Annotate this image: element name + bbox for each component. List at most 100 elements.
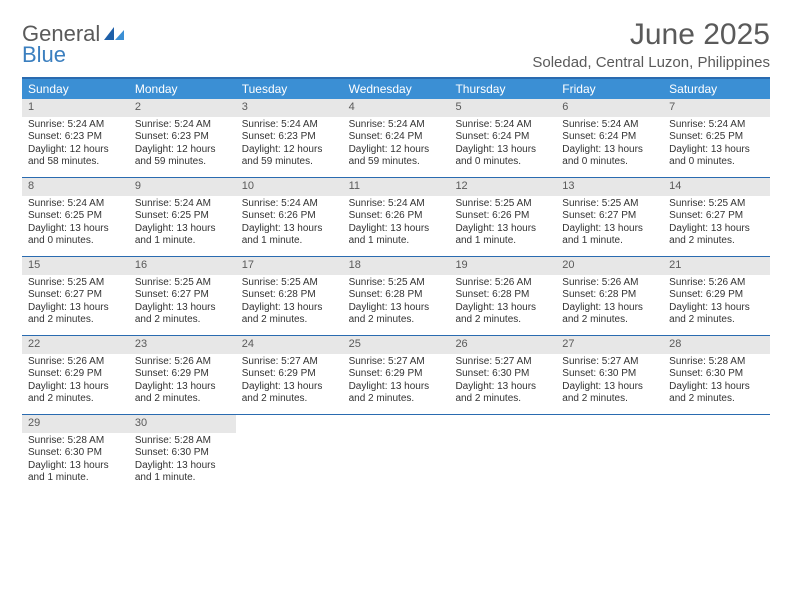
daylight-text: and 2 minutes.	[135, 314, 230, 327]
day-number: 25	[343, 336, 450, 354]
sunset-text: Sunset: 6:27 PM	[669, 210, 764, 223]
daylight-text: Daylight: 13 hours	[669, 223, 764, 236]
daylight-text: and 1 minute.	[242, 235, 337, 248]
day-number: 30	[129, 415, 236, 433]
daylight-text: and 0 minutes.	[562, 156, 657, 169]
sunrise-text: Sunrise: 5:24 AM	[349, 198, 444, 211]
day-number: 12	[449, 178, 556, 196]
calendar-day: 13Sunrise: 5:25 AMSunset: 6:27 PMDayligh…	[556, 178, 663, 256]
sunrise-text: Sunrise: 5:25 AM	[349, 277, 444, 290]
calendar-week: 22Sunrise: 5:26 AMSunset: 6:29 PMDayligh…	[22, 336, 770, 415]
calendar-day: 8Sunrise: 5:24 AMSunset: 6:25 PMDaylight…	[22, 178, 129, 256]
calendar-day: 4Sunrise: 5:24 AMSunset: 6:24 PMDaylight…	[343, 99, 450, 177]
daylight-text: Daylight: 13 hours	[455, 144, 550, 157]
calendar-day: 12Sunrise: 5:25 AMSunset: 6:26 PMDayligh…	[449, 178, 556, 256]
sunset-text: Sunset: 6:27 PM	[28, 289, 123, 302]
weekday-friday: Friday	[556, 79, 663, 99]
daylight-text: Daylight: 13 hours	[28, 302, 123, 315]
sunrise-text: Sunrise: 5:24 AM	[28, 198, 123, 211]
sunrise-text: Sunrise: 5:24 AM	[135, 198, 230, 211]
day-number: 2	[129, 99, 236, 117]
sunset-text: Sunset: 6:27 PM	[562, 210, 657, 223]
sunrise-text: Sunrise: 5:24 AM	[669, 119, 764, 132]
daylight-text: Daylight: 13 hours	[135, 381, 230, 394]
daylight-text: and 58 minutes.	[28, 156, 123, 169]
day-number: 11	[343, 178, 450, 196]
calendar-day: 21Sunrise: 5:26 AMSunset: 6:29 PMDayligh…	[663, 257, 770, 335]
calendar-day: 20Sunrise: 5:26 AMSunset: 6:28 PMDayligh…	[556, 257, 663, 335]
calendar-week: 8Sunrise: 5:24 AMSunset: 6:25 PMDaylight…	[22, 178, 770, 257]
day-number: 1	[22, 99, 129, 117]
sunset-text: Sunset: 6:23 PM	[135, 131, 230, 144]
weekday-sunday: Sunday	[22, 79, 129, 99]
weekday-wednesday: Wednesday	[343, 79, 450, 99]
logo-text-blue: Blue	[22, 45, 126, 66]
calendar-day: 9Sunrise: 5:24 AMSunset: 6:25 PMDaylight…	[129, 178, 236, 256]
daylight-text: and 1 minute.	[135, 472, 230, 485]
calendar-week: 29Sunrise: 5:28 AMSunset: 6:30 PMDayligh…	[22, 415, 770, 493]
calendar-day: 16Sunrise: 5:25 AMSunset: 6:27 PMDayligh…	[129, 257, 236, 335]
day-number: 9	[129, 178, 236, 196]
sunset-text: Sunset: 6:25 PM	[28, 210, 123, 223]
daylight-text: Daylight: 13 hours	[349, 381, 444, 394]
sunset-text: Sunset: 6:30 PM	[455, 368, 550, 381]
sunset-text: Sunset: 6:29 PM	[28, 368, 123, 381]
calendar-day: 25Sunrise: 5:27 AMSunset: 6:29 PMDayligh…	[343, 336, 450, 414]
day-number: 13	[556, 178, 663, 196]
daylight-text: and 2 minutes.	[562, 393, 657, 406]
daylight-text: and 2 minutes.	[455, 393, 550, 406]
month-title: June 2025	[532, 18, 770, 52]
sunset-text: Sunset: 6:29 PM	[242, 368, 337, 381]
location: Soledad, Central Luzon, Philippines	[532, 54, 770, 71]
daylight-text: Daylight: 13 hours	[669, 144, 764, 157]
calendar-page: General Blue June 2025 Soledad, Central …	[0, 0, 792, 511]
day-number: 10	[236, 178, 343, 196]
day-number: 15	[22, 257, 129, 275]
calendar-day: 26Sunrise: 5:27 AMSunset: 6:30 PMDayligh…	[449, 336, 556, 414]
logo: General Blue	[22, 18, 126, 66]
sunrise-text: Sunrise: 5:24 AM	[28, 119, 123, 132]
sunset-text: Sunset: 6:30 PM	[669, 368, 764, 381]
sunrise-text: Sunrise: 5:26 AM	[28, 356, 123, 369]
daylight-text: and 2 minutes.	[242, 314, 337, 327]
sunset-text: Sunset: 6:24 PM	[562, 131, 657, 144]
daylight-text: Daylight: 13 hours	[28, 460, 123, 473]
sunrise-text: Sunrise: 5:28 AM	[28, 435, 123, 448]
daylight-text: Daylight: 12 hours	[28, 144, 123, 157]
sunset-text: Sunset: 6:24 PM	[349, 131, 444, 144]
calendar-day: 29Sunrise: 5:28 AMSunset: 6:30 PMDayligh…	[22, 415, 129, 493]
day-number: 20	[556, 257, 663, 275]
daylight-text: Daylight: 13 hours	[562, 223, 657, 236]
calendar-week: 15Sunrise: 5:25 AMSunset: 6:27 PMDayligh…	[22, 257, 770, 336]
day-number: 24	[236, 336, 343, 354]
calendar-day: 22Sunrise: 5:26 AMSunset: 6:29 PMDayligh…	[22, 336, 129, 414]
header: General Blue June 2025 Soledad, Central …	[22, 18, 770, 71]
day-number: 29	[22, 415, 129, 433]
day-number: 22	[22, 336, 129, 354]
calendar-day: 18Sunrise: 5:25 AMSunset: 6:28 PMDayligh…	[343, 257, 450, 335]
daylight-text: Daylight: 13 hours	[562, 302, 657, 315]
daylight-text: and 2 minutes.	[242, 393, 337, 406]
daylight-text: and 1 minute.	[562, 235, 657, 248]
calendar-day: 10Sunrise: 5:24 AMSunset: 6:26 PMDayligh…	[236, 178, 343, 256]
day-number: 21	[663, 257, 770, 275]
sunrise-text: Sunrise: 5:25 AM	[669, 198, 764, 211]
daylight-text: Daylight: 13 hours	[242, 302, 337, 315]
daylight-text: and 2 minutes.	[349, 314, 444, 327]
daylight-text: and 1 minute.	[455, 235, 550, 248]
daylight-text: Daylight: 13 hours	[135, 302, 230, 315]
daylight-text: Daylight: 13 hours	[455, 302, 550, 315]
daylight-text: Daylight: 12 hours	[242, 144, 337, 157]
sunset-text: Sunset: 6:25 PM	[669, 131, 764, 144]
daylight-text: Daylight: 12 hours	[349, 144, 444, 157]
day-number: 5	[449, 99, 556, 117]
sunrise-text: Sunrise: 5:26 AM	[562, 277, 657, 290]
daylight-text: and 2 minutes.	[669, 314, 764, 327]
daylight-text: and 2 minutes.	[669, 235, 764, 248]
calendar-day: 15Sunrise: 5:25 AMSunset: 6:27 PMDayligh…	[22, 257, 129, 335]
day-number: 14	[663, 178, 770, 196]
weekday-monday: Monday	[129, 79, 236, 99]
sunrise-text: Sunrise: 5:24 AM	[242, 119, 337, 132]
sunrise-text: Sunrise: 5:24 AM	[242, 198, 337, 211]
sunset-text: Sunset: 6:26 PM	[455, 210, 550, 223]
